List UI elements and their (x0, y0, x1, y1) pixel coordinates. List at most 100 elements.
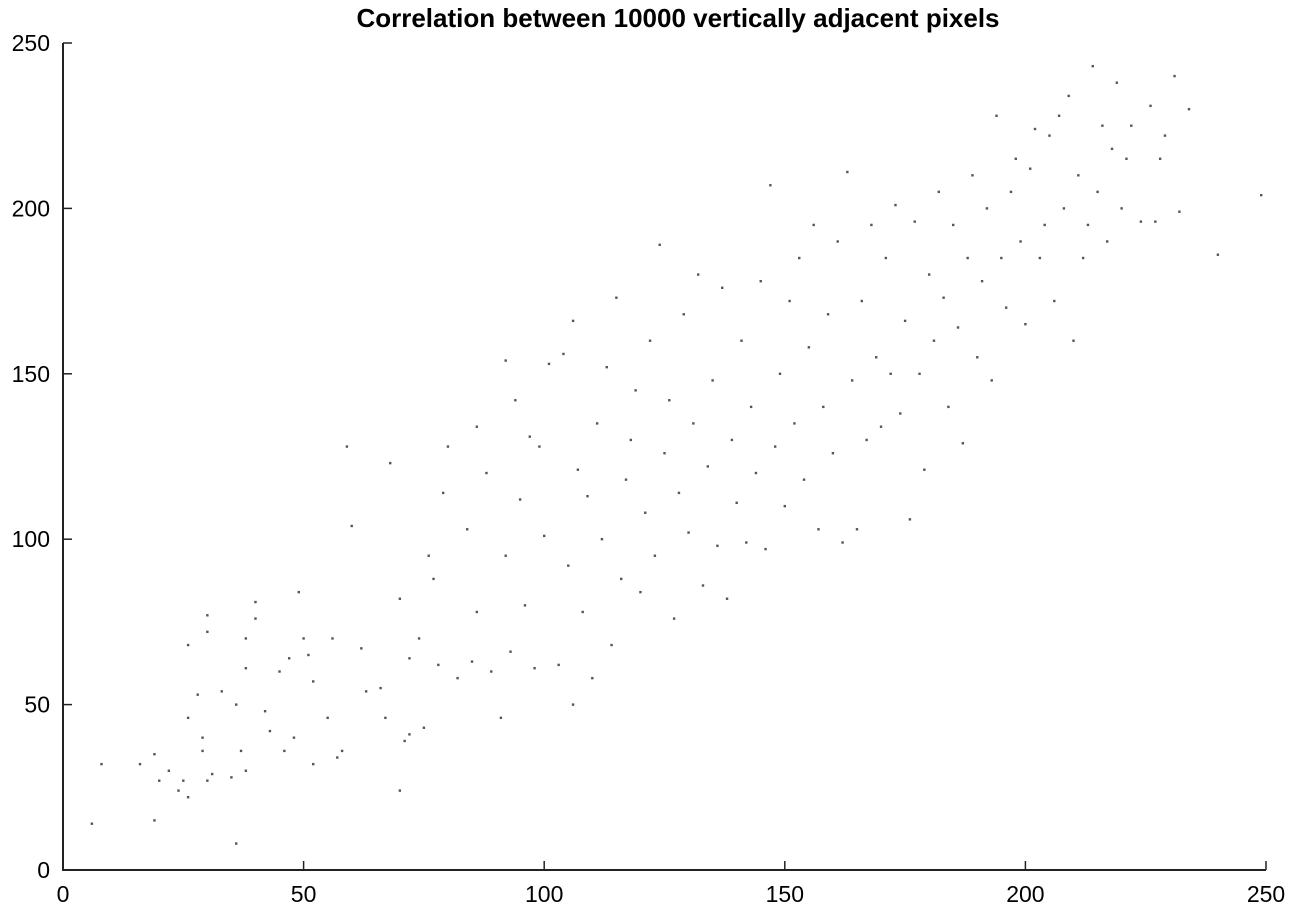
data-point (1173, 74, 1176, 78)
data-point (769, 184, 772, 187)
data-point (441, 491, 445, 495)
data-point (186, 796, 190, 799)
axes (62, 43, 1266, 871)
data-point (615, 296, 618, 299)
data-point (663, 451, 666, 455)
data-point (470, 660, 474, 663)
data-point (927, 273, 931, 276)
data-point (990, 379, 993, 382)
data-point (1067, 94, 1070, 98)
data-point (571, 703, 575, 706)
data-point (788, 299, 791, 303)
data-point (855, 528, 859, 531)
data-point (634, 389, 637, 392)
data-point (850, 379, 854, 382)
data-point (672, 617, 676, 620)
data-point (239, 749, 243, 753)
data-point (533, 667, 536, 670)
data-point (1057, 114, 1061, 117)
data-point (475, 425, 479, 428)
data-point (624, 478, 628, 481)
data-point (138, 762, 142, 766)
data-point (807, 346, 811, 349)
data-point (918, 372, 921, 375)
data-point (971, 174, 974, 177)
data-point (1091, 64, 1094, 68)
data-point (1048, 134, 1051, 137)
data-point (822, 405, 825, 409)
data-point (629, 438, 633, 442)
data-point (721, 286, 724, 289)
data-point (514, 399, 517, 402)
data-point (158, 779, 161, 782)
data-point (1259, 193, 1263, 197)
data-point (350, 524, 353, 528)
data-point (389, 461, 392, 465)
data-point (576, 468, 580, 471)
data-point (773, 445, 777, 448)
data-point (307, 653, 310, 657)
data-point (196, 693, 199, 696)
data-point (644, 511, 647, 514)
y-tick-label: 200 (12, 195, 50, 221)
data-point (1163, 134, 1167, 137)
data-point (658, 243, 661, 246)
data-point (754, 471, 758, 475)
data-point (364, 690, 368, 693)
data-point (1187, 107, 1191, 111)
data-point (427, 554, 430, 557)
data-point (980, 279, 984, 283)
data-point (1033, 127, 1037, 131)
data-point (1004, 306, 1008, 309)
data-point (668, 399, 671, 402)
data-point (1130, 124, 1133, 127)
data-point (956, 326, 960, 329)
data-point (1043, 223, 1046, 227)
data-point (677, 491, 681, 495)
data-point (254, 617, 257, 620)
data-point (682, 313, 685, 316)
data-point (557, 663, 560, 667)
data-point (692, 422, 695, 425)
data-point (177, 789, 180, 792)
x-axis-ticks: 0 50 100 150 200 250 (57, 861, 1285, 907)
data-point (1101, 124, 1104, 127)
data-point (432, 577, 435, 581)
data-point (884, 256, 888, 260)
data-point (841, 541, 844, 544)
data-point (504, 554, 507, 557)
data-point (648, 339, 652, 342)
data-point (153, 753, 156, 756)
data-point (1081, 256, 1085, 260)
y-tick-label: 50 (24, 692, 50, 718)
data-point (802, 478, 806, 481)
data-point (408, 733, 411, 736)
y-tick-label: 250 (12, 30, 50, 56)
data-point (518, 498, 522, 501)
data-point (653, 554, 657, 557)
data-point (456, 676, 459, 680)
data-point (153, 819, 156, 822)
data-point (206, 630, 209, 634)
data-point (759, 279, 762, 283)
data-point (1158, 157, 1162, 160)
x-tick-label: 200 (1006, 881, 1044, 907)
data-point (417, 637, 421, 640)
data-point (899, 412, 902, 415)
data-point (210, 772, 214, 776)
data-point (985, 207, 989, 210)
data-point (908, 518, 912, 521)
data-point (836, 240, 839, 243)
data-point (244, 637, 248, 640)
data-point (466, 528, 469, 531)
data-point (1077, 174, 1080, 177)
data-point (523, 604, 527, 607)
data-point (778, 372, 782, 375)
data-point (865, 438, 868, 442)
data-point (740, 339, 743, 342)
data-point (735, 501, 738, 505)
data-point (1110, 147, 1114, 151)
data-point (186, 716, 190, 720)
data-point (201, 749, 204, 753)
